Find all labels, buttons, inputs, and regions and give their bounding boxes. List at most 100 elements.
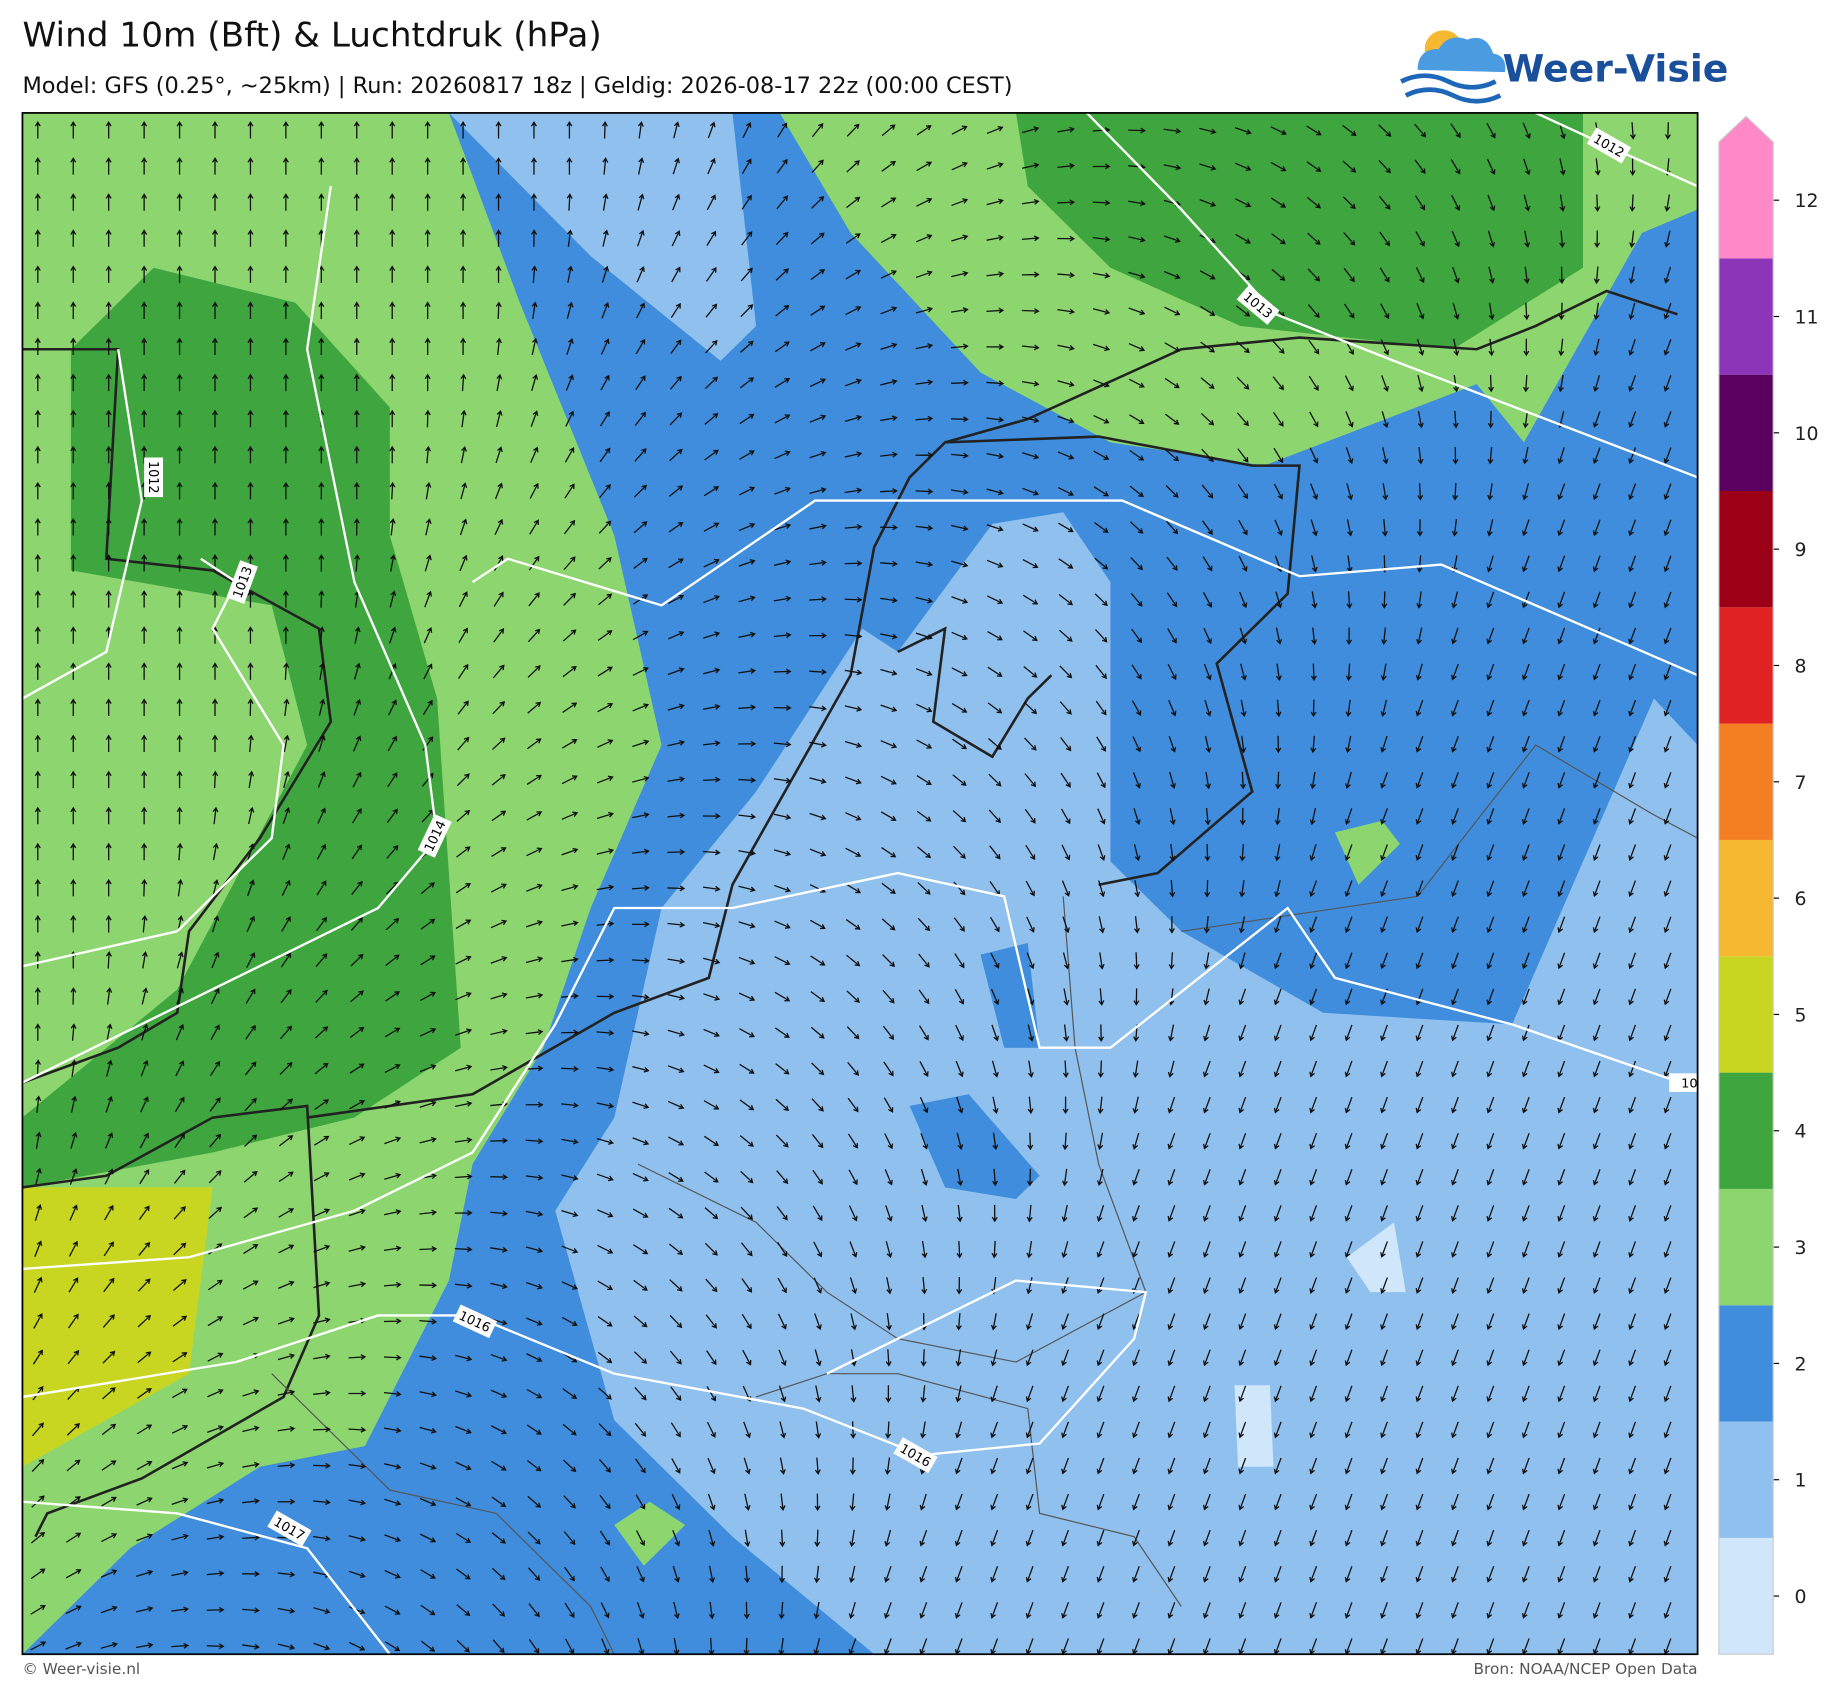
wind-arrow <box>176 481 183 500</box>
wind-arrow <box>561 1281 579 1290</box>
wind-arrow <box>1486 1529 1495 1547</box>
wind-arrow <box>389 590 397 608</box>
wind-arrow <box>1378 160 1391 174</box>
wind-arrow <box>1592 591 1601 609</box>
wind-arrow <box>916 125 932 136</box>
wind-arrow <box>919 1061 929 1078</box>
wind-arrow <box>951 234 969 242</box>
wind-arrow <box>673 121 680 139</box>
wind-arrow <box>668 1243 684 1256</box>
wind-arrow <box>1097 844 1106 861</box>
wind-arrow <box>703 1100 720 1110</box>
wind-arrow <box>1273 1205 1282 1222</box>
footer-right: Bron: NOAA/NCEP Open Data <box>1474 1660 1698 1678</box>
wind-arrow <box>1415 844 1424 861</box>
wind-arrow <box>1592 1096 1601 1114</box>
wind-arrow <box>956 1132 964 1150</box>
wind-arrow <box>1342 160 1357 173</box>
wind-arrow <box>244 1097 257 1112</box>
wind-arrow <box>1275 627 1283 645</box>
colorbar-segment <box>1718 1305 1774 1422</box>
wind-arrow <box>525 1065 544 1072</box>
wind-arrow <box>424 120 431 139</box>
wind-arrow <box>1414 159 1426 175</box>
wind-arrow <box>597 1209 614 1218</box>
wind-arrow <box>70 445 77 464</box>
wind-arrow <box>636 1566 645 1583</box>
wind-arrow <box>70 1131 78 1149</box>
wind-arrow <box>739 377 755 389</box>
wind-arrow <box>1270 161 1287 172</box>
wind-arrow <box>530 120 537 139</box>
wind-arrow <box>105 770 112 789</box>
wind-arrow <box>813 1601 820 1620</box>
wind-arrow <box>419 1245 438 1252</box>
wind-arrow <box>282 265 289 283</box>
wind-arrow <box>1204 843 1211 862</box>
wind-arrow <box>389 445 396 464</box>
wind-arrow <box>1451 230 1460 248</box>
wind-arrow <box>1451 663 1459 681</box>
wind-arrow <box>773 595 792 602</box>
wind-arrow <box>915 234 933 243</box>
wind-arrow <box>1199 163 1217 171</box>
isobar <box>22 871 1698 1271</box>
wind-arrow <box>318 554 325 572</box>
wind-arrow <box>1344 1421 1353 1439</box>
wind-arrow <box>743 1421 751 1439</box>
wind-arrow <box>1309 1313 1318 1331</box>
wind-arrow <box>916 703 933 713</box>
wind-arrow <box>209 1097 221 1112</box>
wind-arrow <box>526 1317 543 1326</box>
wind-arrow <box>455 955 472 965</box>
wind-arrow <box>1344 916 1353 934</box>
wind-arrow <box>1592 519 1601 537</box>
wind-arrow <box>773 559 792 566</box>
wind-arrow <box>247 409 254 428</box>
wind-arrow <box>246 952 256 968</box>
wind-arrow <box>1629 122 1636 140</box>
wind-arrow <box>1309 1385 1318 1403</box>
wind-arrow <box>141 734 148 753</box>
wind-arrow <box>986 125 1004 135</box>
wind-arrow <box>950 416 969 423</box>
wind-arrow <box>1169 843 1176 862</box>
wind-arrow <box>1238 1169 1247 1186</box>
wind-arrow <box>1239 880 1246 898</box>
wind-arrow <box>384 1136 402 1145</box>
wind-arrow <box>741 1278 753 1293</box>
wind-arrow <box>1309 1602 1318 1619</box>
wind-arrow <box>1343 232 1356 246</box>
wind-arrow <box>918 1025 929 1041</box>
wind-arrow <box>35 1095 42 1113</box>
wind-arrow <box>1416 338 1425 356</box>
wind-arrow <box>104 1132 114 1149</box>
wind-arrow <box>104 1168 114 1185</box>
wind-arrow <box>1236 376 1250 390</box>
wind-arrow <box>1663 1241 1672 1258</box>
wind-arrow <box>1021 198 1040 205</box>
wind-arrow <box>34 265 41 283</box>
wind-arrow <box>1521 916 1530 934</box>
wind-arrow <box>68 1313 79 1329</box>
wind-arrow <box>531 337 538 356</box>
wind-arrow <box>527 1495 542 1508</box>
wind-arrow <box>34 1023 41 1041</box>
wind-arrow <box>950 489 969 495</box>
wind-arrow <box>634 1386 647 1401</box>
wind-arrow <box>1167 1349 1176 1367</box>
wind-arrow <box>1239 591 1248 609</box>
wind-arrow <box>1416 555 1423 573</box>
wind-arrow <box>880 233 897 244</box>
wind-arrow <box>1592 1277 1601 1295</box>
wind-arrow <box>669 1314 683 1329</box>
wind-arrow <box>1058 629 1073 642</box>
wind-arrow <box>1273 1349 1282 1367</box>
wind-arrow <box>1238 1602 1247 1619</box>
wind-arrow <box>921 1277 928 1295</box>
wind-arrow <box>774 378 791 388</box>
wind-arrow <box>1273 952 1282 970</box>
wind-arrow <box>1628 699 1637 717</box>
colorbar-label: 2 <box>1794 1355 1806 1376</box>
